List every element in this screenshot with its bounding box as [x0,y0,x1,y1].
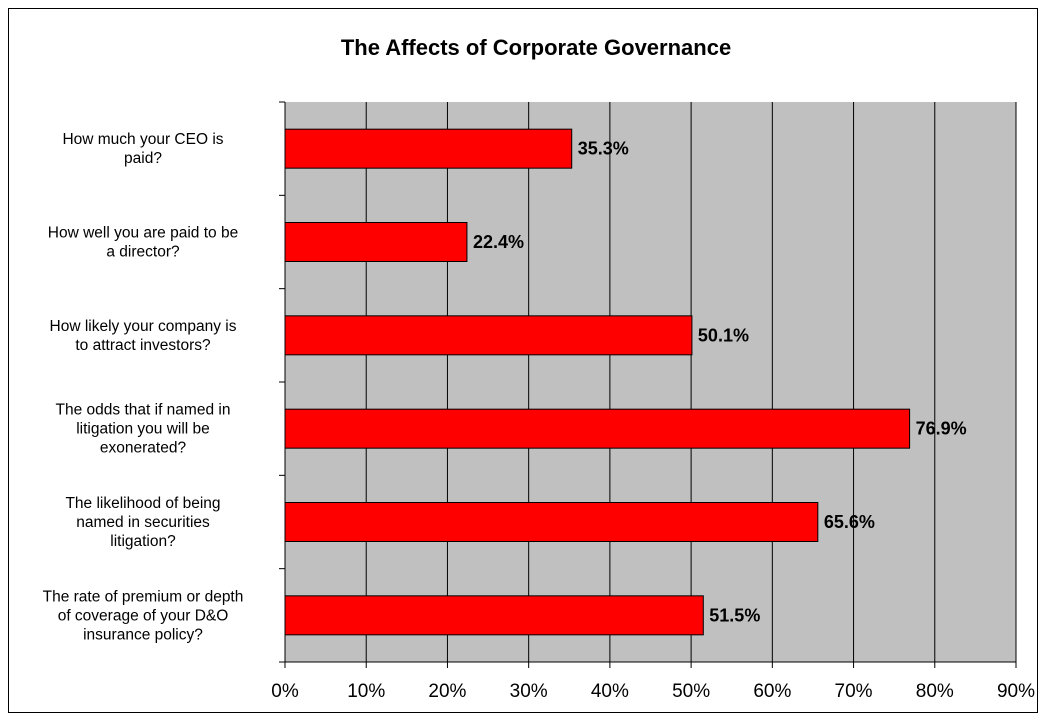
data-label: 76.9% [916,419,967,439]
category-label: How well you are paid to be a director? [48,225,238,261]
chart-svg: The Affects of Corporate Governance 35.3… [43,35,1035,702]
data-label: 51.5% [709,605,760,625]
x-tick-label: 20% [428,681,466,702]
bars [284,128,911,636]
bar [284,128,573,169]
x-tick-label: 40% [591,681,629,702]
category-label: The likelihood of being named in securiti… [65,495,220,550]
bar [284,222,468,262]
plot-area [285,102,1016,662]
x-tick-label: 30% [510,681,548,702]
bar [284,315,693,356]
x-tick-label: 60% [753,681,791,702]
category-labels: How much your CEO is paid? How well you ar… [43,131,244,643]
data-labels: 35.3% 22.4% 50.1% 76.9% 65.6% 51.5% [473,139,967,626]
x-tick-label: 70% [835,681,873,702]
category-label: How much your CEO is paid? [62,131,223,167]
data-label: 65.6% [824,512,875,532]
data-label: 22.4% [473,232,524,252]
data-label: 50.1% [698,325,749,345]
x-tick-label: 80% [916,681,954,702]
x-tick-label: 10% [347,681,385,702]
bar [284,502,819,542]
tick-labels: 0% 10% 20% 30% 40% 50% 60% 70% 80% 90% [271,681,1035,702]
x-tick-label: 0% [271,681,299,702]
bar [284,595,704,636]
chart-title: The Affects of Corporate Governance [341,35,731,60]
x-tick-label: 50% [672,681,710,702]
gridlines [365,102,1017,662]
category-label: How likely your company is to attract inv… [50,318,237,354]
category-label: The rate of premium or depth of coverage … [43,588,244,643]
chart-frame: The Affects of Corporate Governance 35.3… [8,8,1038,713]
category-label: The odds that if named in litigation you … [56,402,231,457]
x-tick-label: 90% [997,681,1035,702]
axes [279,101,1017,668]
bar [284,408,911,449]
data-label: 35.3% [578,139,629,159]
